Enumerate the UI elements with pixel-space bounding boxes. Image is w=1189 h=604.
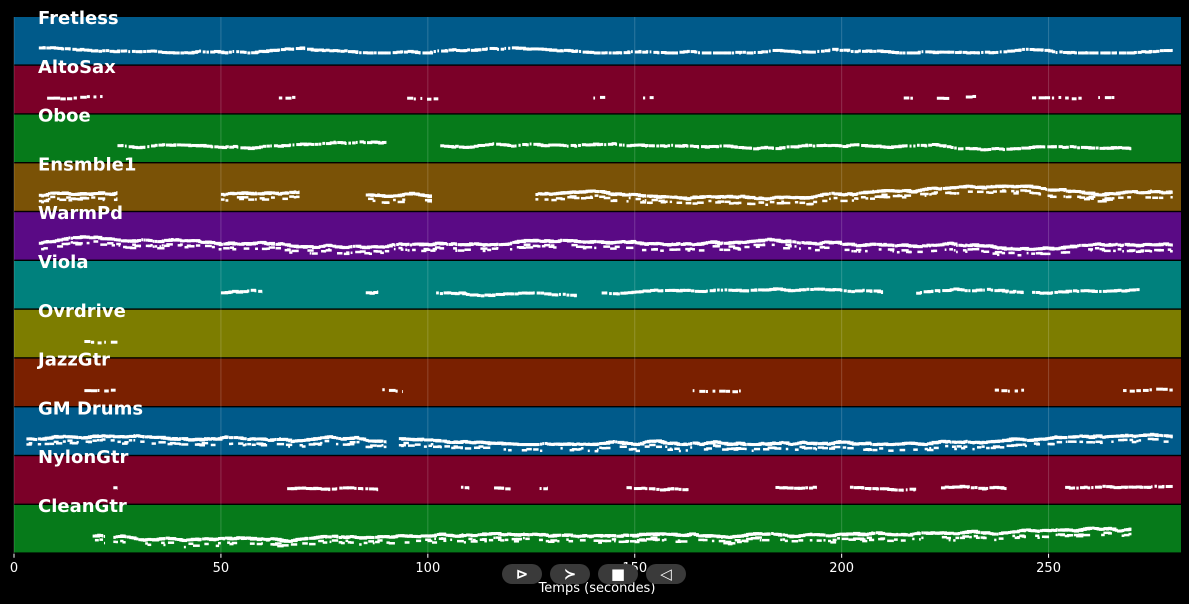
track-label: Fretless (38, 8, 119, 29)
note-segment (940, 484, 1007, 491)
note-segment (1123, 387, 1173, 393)
previous-icon: ◁ (660, 564, 672, 583)
note-segment (407, 96, 439, 101)
note-segment (643, 96, 654, 100)
note-segment (965, 94, 977, 99)
track-label: JazzGtr (36, 350, 110, 371)
note-segment (365, 290, 379, 295)
playback-controls: ⊳ ≻ ■ ◁ (502, 564, 686, 584)
note-segment (539, 486, 548, 491)
track-label: Ensmble1 (38, 154, 136, 175)
note-segment (220, 190, 300, 202)
lane-nylongtr (14, 456, 1181, 504)
x-tick-label: 0 (10, 561, 18, 576)
note-segment (382, 388, 403, 394)
note-layer (26, 46, 1173, 549)
track-label: NylonGtr (38, 447, 129, 468)
stop-button[interactable]: ■ (598, 564, 638, 584)
notes-fretless (38, 46, 1173, 55)
track-label: AltoSax (38, 57, 116, 78)
note-segment (84, 340, 118, 345)
note-segment (1065, 484, 1173, 490)
notes-ovrdrive (84, 340, 118, 345)
lane-oboe (14, 114, 1181, 162)
x-tick-label: 50 (213, 561, 230, 576)
note-segment (84, 388, 116, 393)
track-label: Viola (38, 252, 88, 273)
track-label: WarmPd (38, 203, 123, 224)
note-segment (692, 389, 741, 394)
note-segment (92, 533, 106, 545)
track-label: Ovrdrive (38, 301, 126, 322)
note-segment (593, 95, 606, 100)
x-tick-label: 250 (1036, 561, 1061, 576)
lane-ovrdrive (14, 309, 1181, 358)
note-segment (398, 432, 1173, 453)
note-segment (626, 486, 689, 492)
play-forward-button[interactable]: ⊳ (502, 564, 542, 584)
note-segment (47, 95, 103, 101)
note-segment (460, 485, 470, 490)
lane-altosax (14, 65, 1181, 114)
note-segment (936, 96, 950, 100)
x-tick-label: 200 (829, 561, 854, 576)
lane-cleangtr (14, 505, 1181, 553)
note-segment (117, 140, 387, 151)
lane-warmpd (14, 212, 1181, 260)
note-segment (26, 434, 387, 449)
lane-viola (14, 261, 1181, 309)
note-segment (287, 486, 379, 492)
notes-viola (220, 287, 1140, 298)
note-segment (38, 191, 118, 204)
note-segment (113, 526, 1132, 549)
notes-cleangtr (92, 526, 1132, 549)
note-segment (994, 388, 1025, 393)
notes-altosax (47, 94, 1115, 101)
note-segment (113, 486, 118, 490)
stop-icon: ■ (610, 564, 626, 583)
note-segment (278, 95, 296, 100)
note-segment (494, 486, 511, 491)
note-segment (220, 288, 263, 295)
note-segment (535, 184, 1173, 207)
note-segment (849, 485, 917, 492)
lane-gm-drums (14, 407, 1181, 455)
note-segment (775, 485, 817, 490)
next-button[interactable]: ≻ (550, 564, 590, 584)
note-segment (38, 235, 1173, 257)
track-label: CleanGtr (38, 496, 127, 517)
note-segment (1032, 95, 1082, 101)
note-segment (440, 142, 1132, 152)
note-segment (903, 96, 913, 100)
notes-jazzgtr (84, 387, 1173, 394)
track-labels: Fretless AltoSax Oboe Ensmble1 WarmPd Viola Ov… (36, 8, 143, 517)
notes-warmpd (38, 235, 1173, 257)
next-icon: ≻ (563, 564, 577, 583)
note-segment (365, 191, 432, 204)
vertical-grid (13, 17, 1050, 554)
track-label: Oboe (38, 106, 91, 127)
note-segment (1098, 96, 1115, 100)
note-segment (916, 287, 1024, 295)
note-segment (436, 291, 577, 298)
track-label: GM Drums (38, 398, 143, 419)
lane-jazzgtr (14, 358, 1181, 406)
note-segment (1032, 288, 1140, 295)
notes-ensmble1 (38, 184, 1173, 207)
notes-gm-drums (26, 432, 1173, 453)
track-lanes (14, 17, 1181, 553)
note-segment (601, 287, 884, 296)
play-forward-icon: ⊳ (515, 564, 529, 583)
previous-button[interactable]: ◁ (646, 564, 686, 584)
x-tick-label: 100 (415, 561, 440, 576)
note-segment (38, 46, 1173, 55)
notes-nylongtr (113, 484, 1173, 492)
lane-fretless (14, 17, 1181, 65)
notes-oboe (117, 140, 1132, 152)
x-axis-title: Temps (secondes) (538, 581, 656, 596)
